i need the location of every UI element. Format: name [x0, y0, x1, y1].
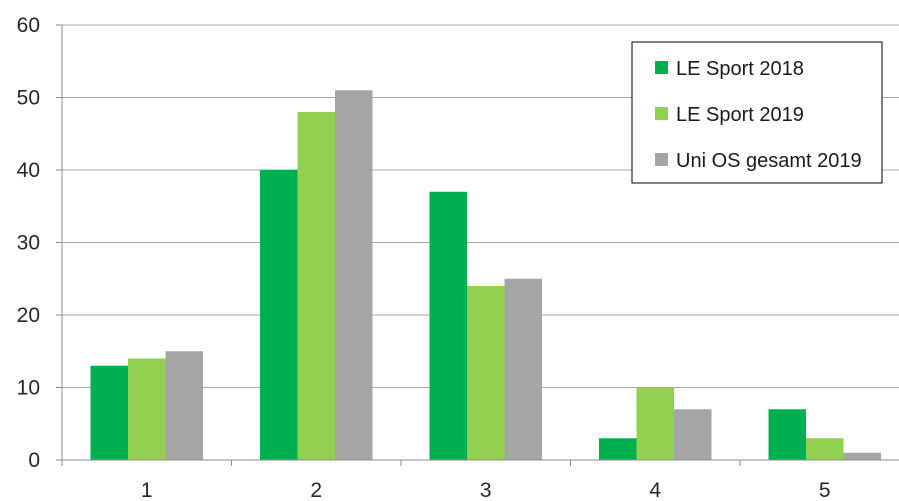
x-tick-label: 2 [310, 479, 322, 501]
x-tick-label: 4 [649, 479, 661, 501]
axes [56, 24, 899, 466]
y-tick-label: 20 [17, 304, 40, 327]
bar-2-category-2 [297, 112, 335, 460]
x-tick-label: 5 [819, 479, 831, 501]
x-axis-tick-labels: 1 2 3 4 5 [141, 479, 831, 501]
legend: LE Sport 2018 LE Sport 2019 Uni OS gesamt … [631, 41, 883, 184]
bar-3-category-3 [504, 278, 542, 460]
bar-2-category-5 [806, 438, 844, 460]
legend-box [631, 41, 883, 184]
bar-2-category-1 [128, 358, 166, 460]
gridlines [62, 24, 899, 388]
y-tick-label: 60 [17, 14, 40, 37]
bar-1-category-1 [90, 365, 128, 460]
bar-2-category-4 [636, 387, 674, 460]
y-tick-label: 30 [17, 232, 40, 255]
y-tick-label: 0 [28, 449, 40, 472]
y-axis-tick-labels: 0 10 20 30 40 50 60 [17, 14, 40, 472]
y-tick-label: 10 [17, 377, 40, 400]
y-tick-label: 40 [17, 159, 40, 182]
bar-1-category-5 [768, 409, 806, 460]
bar-1-category-4 [599, 438, 637, 460]
legend-swatch [655, 107, 668, 120]
legend-label: LE Sport 2018 [676, 58, 804, 80]
bar-1-category-2 [260, 170, 298, 460]
legend-label: LE Sport 2019 [676, 104, 804, 126]
legend-label: Uni OS gesamt 2019 [676, 150, 862, 172]
bar-3-category-2 [335, 90, 373, 460]
legend-swatch [655, 153, 668, 166]
x-tick-label: 1 [141, 479, 153, 501]
bar-3-category-1 [165, 351, 203, 460]
x-tick-label: 3 [480, 479, 492, 501]
bars [90, 90, 881, 460]
legend-swatch [655, 61, 668, 74]
bar-2-category-3 [467, 286, 505, 460]
bar-3-category-5 [843, 452, 881, 460]
bar-1-category-3 [429, 191, 467, 460]
y-tick-label: 50 [17, 87, 40, 110]
bar-3-category-4 [674, 409, 712, 460]
